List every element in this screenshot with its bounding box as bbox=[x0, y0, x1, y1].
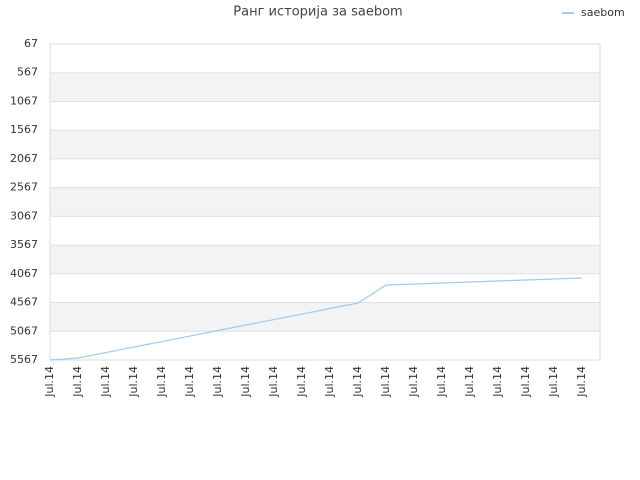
x-tick-label: Jul.14 bbox=[351, 366, 364, 398]
x-tick-label: Jul.14 bbox=[463, 366, 476, 398]
y-tick-label: 3567 bbox=[10, 238, 38, 251]
grid-band bbox=[50, 101, 600, 131]
grid-band bbox=[50, 187, 600, 217]
x-tick-label: Jul.14 bbox=[155, 366, 168, 398]
x-tick-label: Jul.14 bbox=[99, 366, 112, 398]
y-tick-label: 2567 bbox=[10, 181, 38, 194]
x-tick-label: Jul.14 bbox=[407, 366, 420, 398]
grid-band bbox=[50, 72, 600, 102]
x-tick-label: Jul.14 bbox=[575, 366, 588, 398]
x-tick-label: Jul.14 bbox=[211, 366, 224, 398]
grid-band bbox=[50, 158, 600, 188]
x-tick-label: Jul.14 bbox=[71, 366, 84, 398]
y-tick-label: 67 bbox=[24, 37, 38, 50]
x-tick-label: Jul.14 bbox=[183, 366, 196, 398]
x-tick-label: Jul.14 bbox=[379, 366, 392, 398]
grid-band bbox=[50, 331, 600, 360]
y-tick-label: 1067 bbox=[10, 94, 38, 107]
grid-band bbox=[50, 130, 600, 159]
x-tick-label: Jul.14 bbox=[239, 366, 252, 398]
grid-band bbox=[50, 44, 600, 73]
x-tick-label: Jul.14 bbox=[547, 366, 560, 398]
chart-title: Ранг историја за saebom bbox=[233, 5, 402, 20]
x-tick-label: Jul.14 bbox=[43, 366, 56, 398]
grid-band bbox=[50, 302, 600, 332]
x-tick-label: Jul.14 bbox=[491, 366, 504, 398]
y-tick-label: 4567 bbox=[10, 296, 38, 309]
y-tick-label: 5567 bbox=[10, 353, 38, 366]
x-tick-label: Jul.14 bbox=[295, 366, 308, 398]
x-tick-label: Jul.14 bbox=[127, 366, 140, 398]
y-tick-label: 3067 bbox=[10, 209, 38, 222]
y-tick-label: 4067 bbox=[10, 267, 38, 280]
y-tick-label: 2067 bbox=[10, 152, 38, 165]
plot-border bbox=[49, 43, 601, 361]
line bbox=[49, 277, 583, 361]
x-tick-label: Jul.14 bbox=[267, 366, 280, 398]
x-tick-label: Jul.14 bbox=[435, 366, 448, 398]
y-tick-label: 1567 bbox=[10, 123, 38, 136]
y-tick-label: 567 bbox=[17, 66, 38, 79]
y-tick-label: 5067 bbox=[10, 324, 38, 337]
legend-label: saebom bbox=[581, 6, 625, 19]
grid-band bbox=[50, 273, 600, 303]
x-tick-label: Jul.14 bbox=[323, 366, 336, 398]
grid-band bbox=[50, 216, 600, 246]
grid-band bbox=[50, 245, 600, 274]
x-tick-label: Jul.14 bbox=[519, 366, 532, 398]
